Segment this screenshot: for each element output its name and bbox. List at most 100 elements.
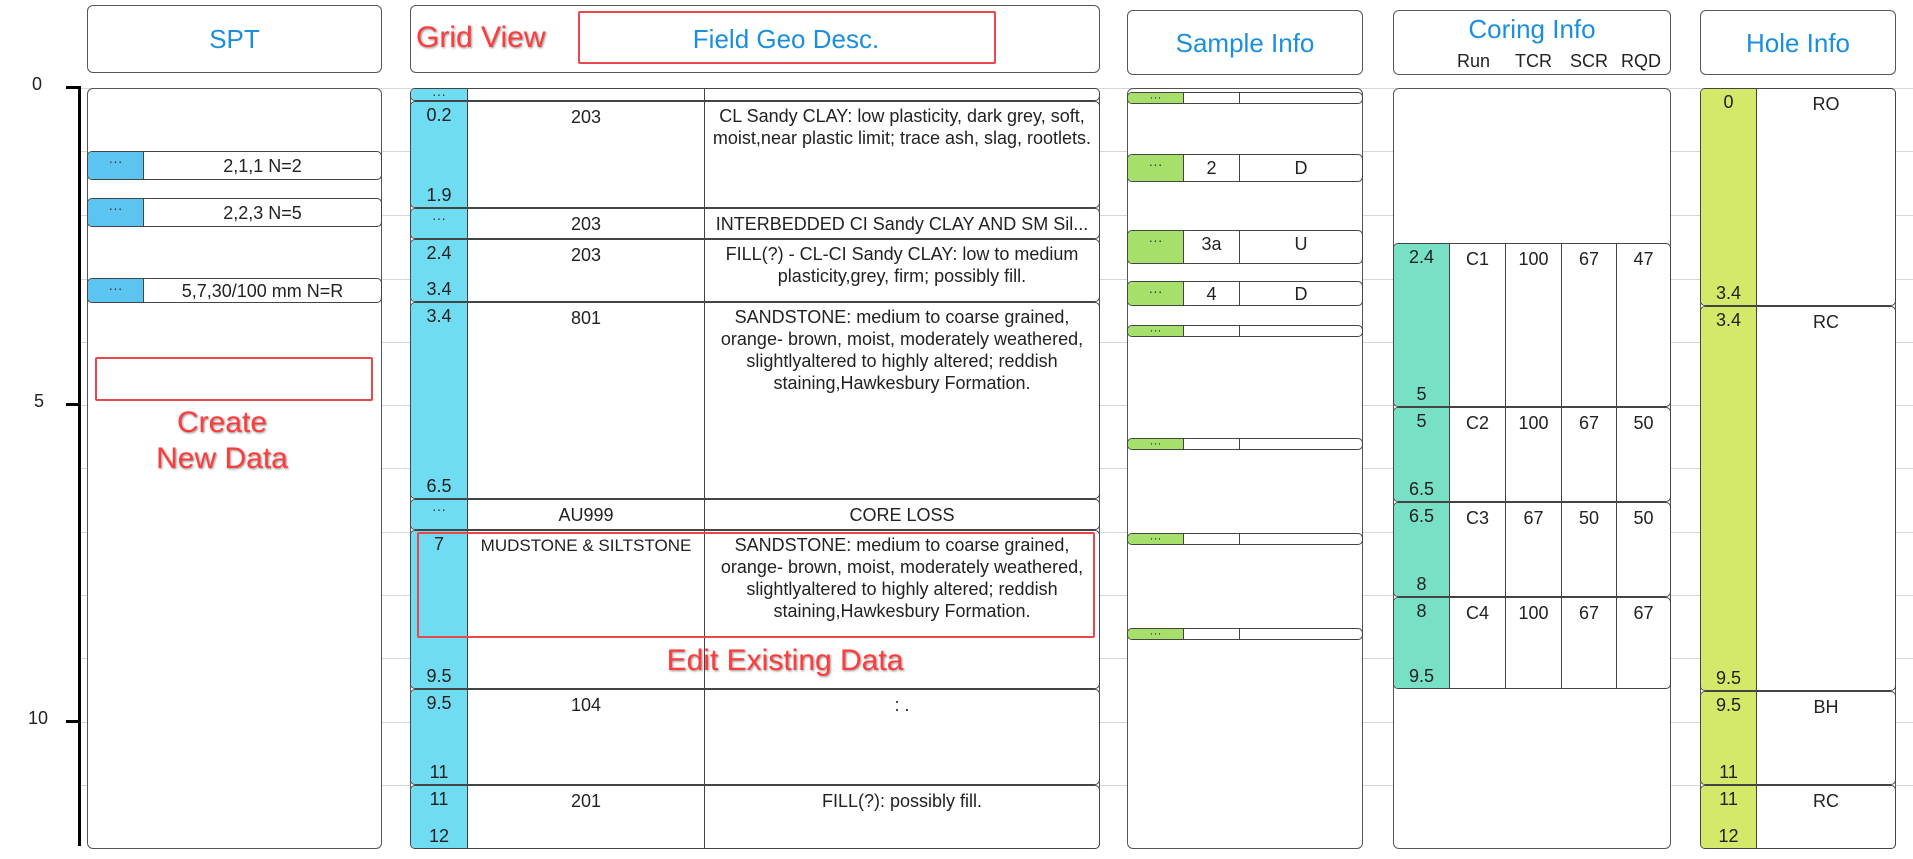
geo-row[interactable]: 9.5 11 104 : . <box>410 689 1100 785</box>
geo-row[interactable]: 11 12 201 FILL(?): possibly fill. <box>410 785 1100 849</box>
sample-row-handle[interactable]: ··· <box>1128 155 1183 181</box>
sample-row-type[interactable]: U <box>1239 231 1362 263</box>
coring-row-tcr[interactable]: 67 <box>1505 503 1561 596</box>
sample-info-header[interactable]: Sample Info <box>1127 10 1363 75</box>
coring-row[interactable]: 2.4 5 C1 100 67 47 <box>1393 243 1671 407</box>
geo-row-code[interactable]: 801 <box>467 303 704 498</box>
coring-row-scr[interactable]: 50 <box>1561 503 1616 596</box>
geo-row-desc[interactable]: : . <box>704 690 1099 784</box>
spt-row-handle[interactable]: ··· <box>88 152 143 179</box>
geo-row-code[interactable]: 203 <box>467 240 704 301</box>
coring-row-tcr[interactable]: 100 <box>1505 598 1561 688</box>
geo-row[interactable]: ··· 203 INTERBEDDED CI Sandy CLAY AND SM… <box>410 208 1100 239</box>
geo-row-desc[interactable]: FILL(?) - CL-CI Sandy CLAY: low to mediu… <box>704 240 1099 301</box>
hole-row[interactable]: 9.5 11 BH <box>1700 691 1896 785</box>
sample-row-num[interactable]: 2 <box>1183 155 1239 181</box>
sample-row-num[interactable]: 3a <box>1183 231 1239 263</box>
spt-row[interactable]: ··· 5,7,30/100 mm N=R <box>87 278 382 303</box>
geo-row-code[interactable]: 203 <box>467 209 704 238</box>
sample-row[interactable]: ··· 3a U <box>1127 230 1363 264</box>
coring-row-rqd[interactable]: 50 <box>1616 503 1670 596</box>
geo-row-desc[interactable]: INTERBEDDED CI Sandy CLAY AND SM Sil... <box>704 209 1099 238</box>
sample-row-handle[interactable]: ··· <box>1128 282 1183 305</box>
sample-row[interactable]: ··· <box>1127 325 1363 337</box>
coring-row-run[interactable]: C4 <box>1449 598 1505 688</box>
sample-row-type[interactable] <box>1239 93 1362 103</box>
sample-row-handle[interactable]: ··· <box>1128 534 1183 544</box>
sample-row[interactable]: ··· <box>1127 92 1363 104</box>
coring-row-rqd[interactable]: 47 <box>1616 244 1670 406</box>
coring-row-depth[interactable]: 2.4 5 <box>1394 244 1449 406</box>
geo-row-code[interactable]: 104 <box>467 690 704 784</box>
geo-row-depth[interactable]: 3.4 6.5 <box>411 303 467 498</box>
sample-row-handle[interactable]: ··· <box>1128 439 1183 449</box>
geo-row-desc[interactable]: SANDSTONE: medium to coarse grained, ora… <box>704 531 1099 688</box>
geo-row-code[interactable]: 201 <box>467 786 704 848</box>
spt-row[interactable]: ··· 2,1,1 N=2 <box>87 151 382 180</box>
coring-row-scr[interactable]: 67 <box>1561 244 1616 406</box>
spt-row-handle[interactable]: ··· <box>88 279 143 302</box>
geo-row[interactable]: 2.4 3.4 203 FILL(?) - CL-CI Sandy CLAY: … <box>410 239 1100 302</box>
hole-row[interactable]: 0 3.4 RO <box>1700 88 1896 306</box>
geo-row-depth[interactable]: ··· <box>411 89 467 100</box>
geo-row-depth[interactable]: 0.2 1.9 <box>411 102 467 207</box>
sample-row[interactable]: ··· <box>1127 628 1363 640</box>
coring-row-tcr[interactable]: 100 <box>1505 408 1561 501</box>
sample-row-num[interactable] <box>1183 326 1239 336</box>
sample-row-num[interactable] <box>1183 93 1239 103</box>
sample-row-handle[interactable]: ··· <box>1128 629 1183 639</box>
geo-row-code[interactable] <box>467 89 704 100</box>
sample-info-column[interactable] <box>1127 88 1363 849</box>
sample-row[interactable]: ··· <box>1127 533 1363 545</box>
geo-row-desc[interactable]: SANDSTONE: medium to coarse grained, ora… <box>704 303 1099 498</box>
geo-row[interactable]: 0.2 1.9 203 CL Sandy CLAY: low plasticit… <box>410 101 1100 208</box>
hole-row[interactable]: 11 12 RC <box>1700 785 1896 849</box>
geo-row-code[interactable]: AU999 <box>467 500 704 529</box>
geo-row-depth[interactable]: 11 12 <box>411 786 467 848</box>
hole-info-header[interactable]: Hole Info <box>1700 10 1896 75</box>
coring-row-tcr[interactable]: 100 <box>1505 244 1561 406</box>
hole-row-depth[interactable]: 11 12 <box>1701 786 1756 848</box>
geo-row-depth[interactable]: 9.5 11 <box>411 690 467 784</box>
geo-row-desc[interactable] <box>704 89 1099 100</box>
spt-row-value[interactable]: 2,1,1 N=2 <box>143 152 381 179</box>
sample-row[interactable]: ··· 4 D <box>1127 281 1363 306</box>
sample-row-handle[interactable]: ··· <box>1128 326 1183 336</box>
hole-row-depth[interactable]: 0 3.4 <box>1701 89 1756 305</box>
geo-row-depth[interactable]: ··· <box>411 500 467 529</box>
geo-row-desc[interactable]: CL Sandy CLAY: low plasticity, dark grey… <box>704 102 1099 207</box>
coring-row[interactable]: 5 6.5 C2 100 67 50 <box>1393 407 1671 502</box>
coring-row-scr[interactable]: 67 <box>1561 598 1616 688</box>
coring-row[interactable]: 8 9.5 C4 100 67 67 <box>1393 597 1671 689</box>
sample-row-num[interactable] <box>1183 534 1239 544</box>
coring-row-run[interactable]: C3 <box>1449 503 1505 596</box>
hole-row-method[interactable]: RO <box>1756 89 1895 305</box>
geo-row[interactable]: ··· AU999 CORE LOSS <box>410 499 1100 530</box>
spt-row-value[interactable]: 2,2,3 N=5 <box>143 199 381 226</box>
sample-row[interactable]: ··· 2 D <box>1127 154 1363 182</box>
spt-row-value[interactable]: 5,7,30/100 mm N=R <box>143 279 381 302</box>
geo-row-depth[interactable]: ··· <box>411 209 467 238</box>
geo-row[interactable]: 7 9.5 MUDSTONE & SILTSTONE SANDSTONE: me… <box>410 530 1100 689</box>
geo-row-code[interactable]: 203 <box>467 102 704 207</box>
coring-row-run[interactable]: C2 <box>1449 408 1505 501</box>
sample-row-type[interactable]: D <box>1239 282 1362 305</box>
hole-row-depth[interactable]: 3.4 9.5 <box>1701 307 1756 690</box>
hole-row-method[interactable]: RC <box>1756 786 1895 848</box>
field-geo-header[interactable]: Field Geo Desc. <box>410 5 1100 73</box>
coring-row-depth[interactable]: 5 6.5 <box>1394 408 1449 501</box>
sample-row-type[interactable]: D <box>1239 155 1362 181</box>
spt-row[interactable]: ··· 2,2,3 N=5 <box>87 198 382 227</box>
coring-row-rqd[interactable]: 67 <box>1616 598 1670 688</box>
sample-row-handle[interactable]: ··· <box>1128 231 1183 263</box>
geo-row[interactable]: 3.4 6.5 801 SANDSTONE: medium to coarse … <box>410 302 1100 499</box>
spt-header[interactable]: SPT <box>87 5 382 73</box>
hole-row[interactable]: 3.4 9.5 RC <box>1700 306 1896 691</box>
sample-row[interactable]: ··· <box>1127 438 1363 450</box>
sample-row-type[interactable] <box>1239 326 1362 336</box>
coring-row-depth[interactable]: 6.5 8 <box>1394 503 1449 596</box>
hole-row-method[interactable]: RC <box>1756 307 1895 690</box>
hole-row-method[interactable]: BH <box>1756 692 1895 784</box>
coring-row-rqd[interactable]: 50 <box>1616 408 1670 501</box>
sample-row-num[interactable] <box>1183 629 1239 639</box>
